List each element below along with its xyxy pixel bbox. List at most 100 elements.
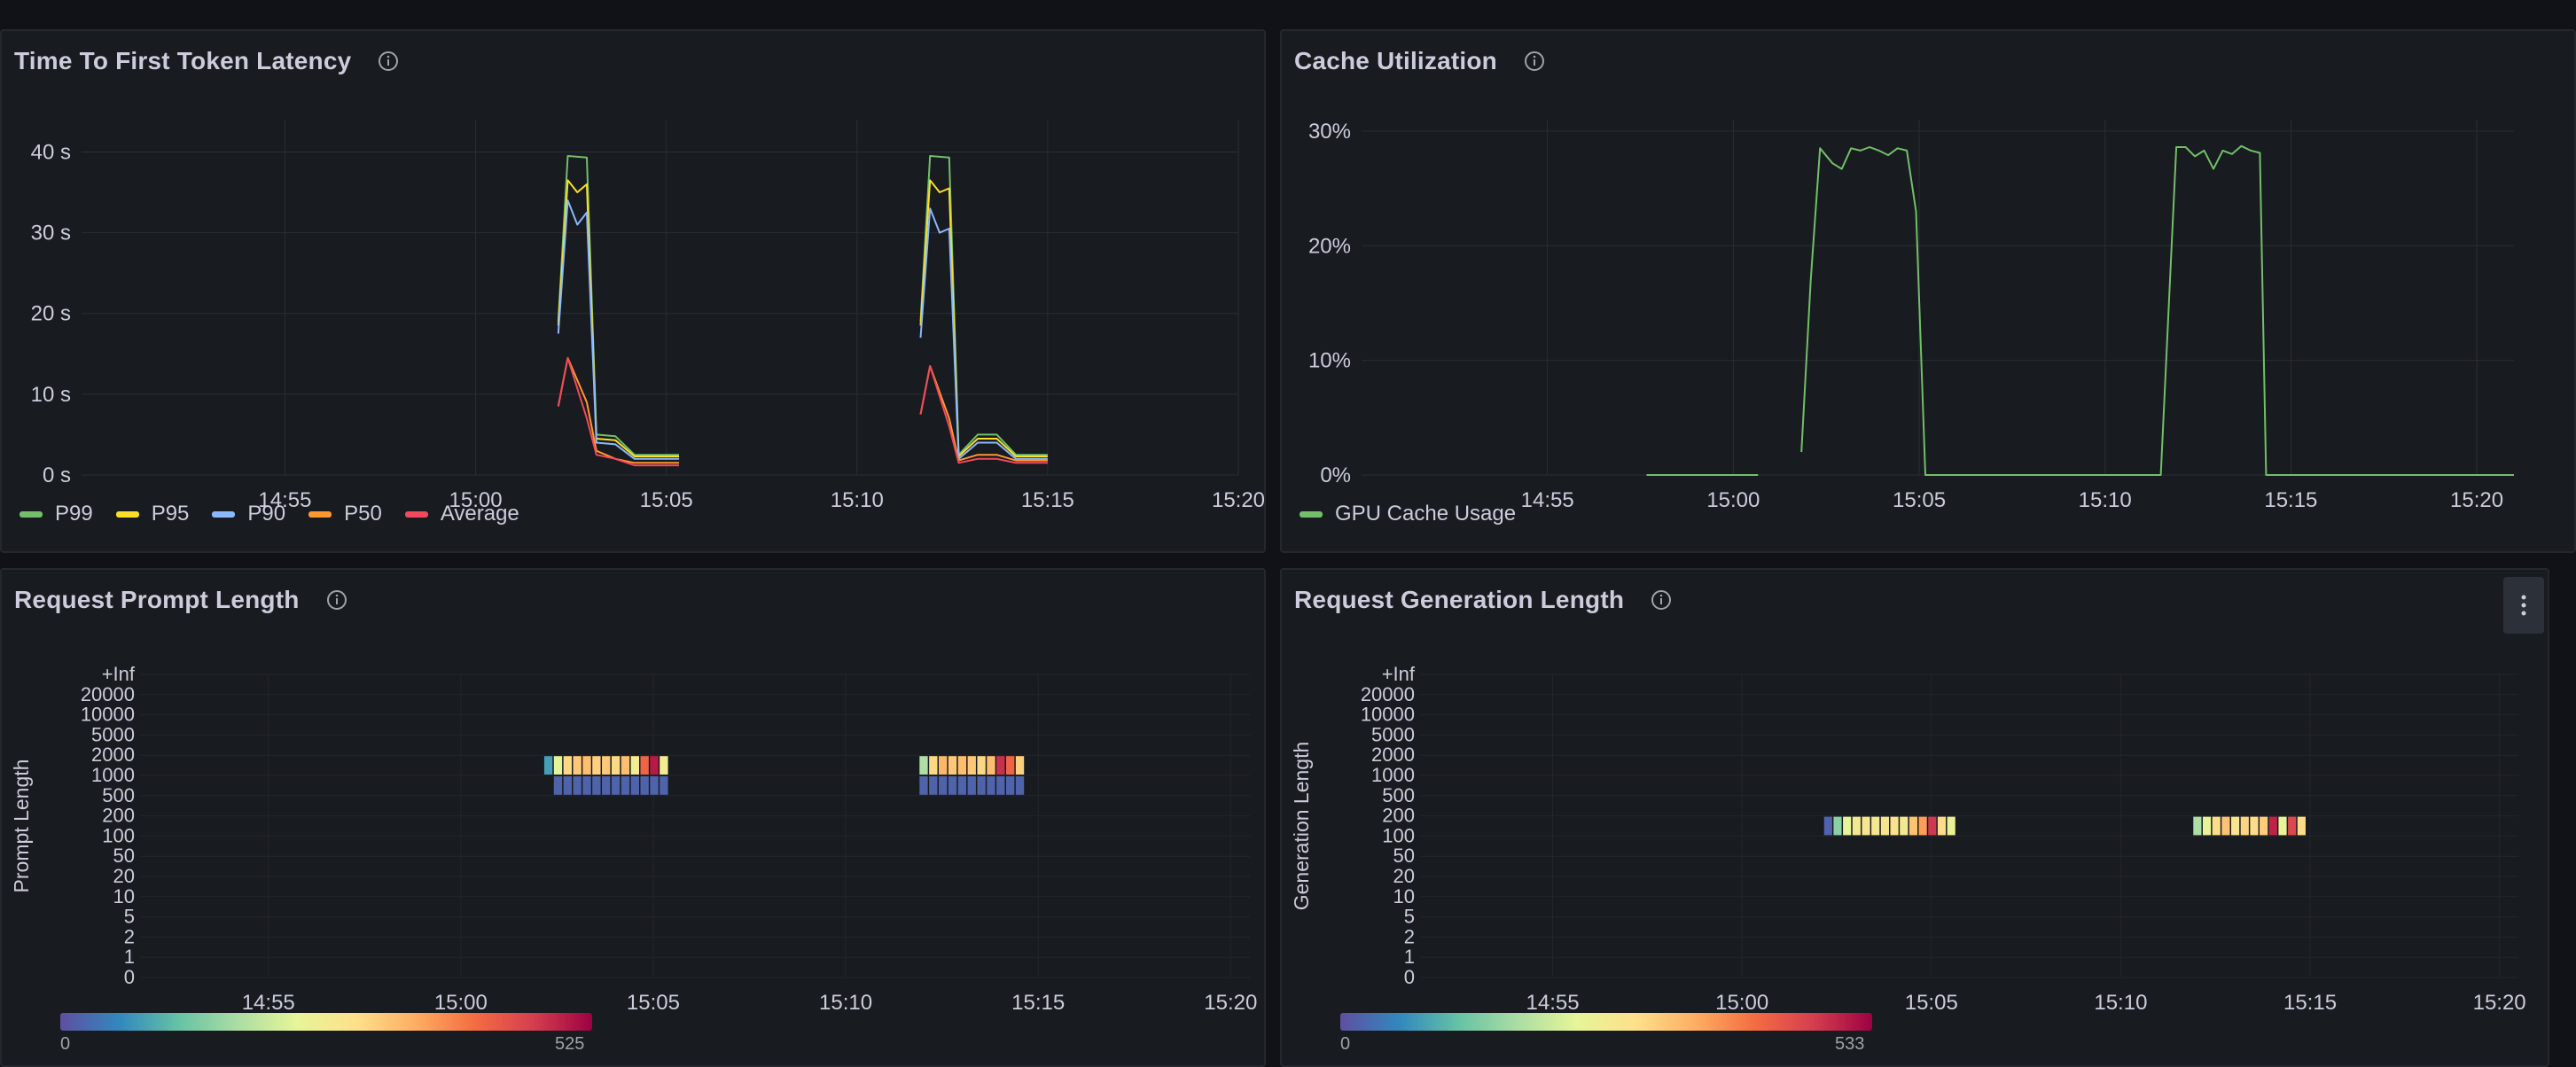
series-line [557, 199, 679, 460]
scale-min-label: 0 [1340, 1034, 1351, 1054]
y-tick-label: 30 s [31, 222, 71, 245]
heatmap-cell [2240, 816, 2249, 836]
legend-item-average[interactable]: Average [404, 502, 519, 526]
prompt-length-panel: Request Prompt Length 0 1 2 5 10 20 50 100 200 50… [0, 568, 1266, 1067]
y-bucket-label: 1 [124, 946, 135, 968]
y-tick-label: 40 s [31, 140, 71, 164]
cache-chart: 0% 10% 20% 30% 14:55 15:00 15:05 15:10 15:15 15:2… [1308, 120, 2514, 512]
heatmap-cell [2212, 816, 2221, 836]
heatmap-cell [939, 776, 948, 795]
legend-item-p50[interactable]: P50 [308, 502, 382, 526]
y-bucket-label: 0 [124, 966, 135, 988]
heatmap-cell [1880, 816, 1889, 836]
x-tick-label: 15:10 [2079, 488, 2132, 512]
legend-item-p95[interactable]: P95 [115, 502, 190, 526]
x-tick-label: 15:15 [1011, 991, 1065, 1015]
x-tick-label: 15:20 [1212, 488, 1265, 512]
info-icon[interactable] [1524, 51, 1545, 72]
y-bucket-label: 20 [113, 865, 135, 887]
y-bucket-label: 10000 [1361, 704, 1415, 726]
x-tick-label: 14:55 [1521, 488, 1574, 512]
heatmap-cell [977, 776, 986, 795]
x-tick-label: 15:15 [2264, 488, 2317, 512]
legend-item-p90[interactable]: P90 [212, 502, 285, 526]
x-tick-label: 15:00 [1706, 488, 1760, 512]
heatmap-cell [611, 756, 621, 775]
y-bucket-label: 20000 [81, 683, 135, 705]
legend-swatch [212, 510, 236, 518]
y-bucket-label: 5000 [91, 723, 135, 745]
heatmap-cell [582, 776, 591, 795]
y-bucket-label: 20 [1393, 865, 1415, 887]
heatmap-cell [1843, 816, 1852, 836]
heatmap-cell [948, 756, 957, 775]
heatmap-cell [630, 776, 639, 795]
y-bucket-label: +Inf [1382, 663, 1416, 685]
info-icon[interactable] [326, 589, 347, 611]
heatmap-cell [1937, 816, 1947, 836]
y-bucket-label: 10000 [81, 704, 135, 726]
heatmap-cell [650, 776, 659, 795]
heatmap-cell [553, 756, 563, 775]
heatmap-cell [602, 756, 611, 775]
panel-menu-button[interactable] [2503, 577, 2544, 634]
legend-swatch [1300, 510, 1323, 518]
heatmap-cell [2193, 816, 2202, 836]
heatmap-cell [996, 756, 1005, 775]
y-bucket-label: 2 [124, 925, 135, 947]
y-tick-label: 10% [1308, 349, 1351, 373]
legend-item-p99[interactable]: P99 [20, 502, 93, 526]
legend-label: GPU Cache Usage [1335, 502, 1517, 526]
x-tick-label: 15:05 [640, 488, 693, 512]
heatmap-cell [1833, 816, 1842, 836]
heatmap-cell [957, 776, 967, 795]
info-icon[interactable] [378, 51, 399, 72]
x-tick-label: 15:00 [434, 991, 488, 1015]
legend-swatch [308, 510, 332, 518]
x-tick-label: 15:05 [1905, 991, 1958, 1015]
y-tick-label: 30% [1308, 120, 1351, 144]
heatmap-cell [1852, 816, 1861, 836]
generation-heatmap: 0125102050100200500100020005000100002000… [1290, 663, 2526, 1015]
heatmap-cell [660, 776, 668, 795]
color-scale-bar [60, 1013, 592, 1031]
y-bucket-label: 2000 [1371, 744, 1415, 766]
x-tick-label: 14:55 [258, 488, 311, 512]
heatmap-cell [919, 776, 928, 795]
ttft-legend: P99 P95 P90 P50 Average [20, 502, 519, 526]
generation-panel-header: Request Generation Length [1294, 582, 1672, 618]
info-icon[interactable] [1651, 589, 1672, 611]
y-tick-label: 10 s [31, 383, 71, 407]
heatmap-cell [563, 756, 572, 775]
heatmap-cell [1823, 816, 1832, 836]
generation-length-panel: Request Generation Length 0 1 2 5 10 20 50 100 2… [1280, 568, 2549, 1067]
heatmap-cell [2221, 816, 2230, 836]
color-scale-bar [1340, 1013, 1872, 1031]
heatmap-cell [929, 776, 938, 795]
heatmap-cell [1871, 816, 1880, 836]
heatmap-cell [2202, 816, 2212, 836]
y-bucket-label: 2000 [91, 744, 135, 766]
heatmap-cell [1947, 816, 1955, 836]
heatmap-cell [621, 776, 630, 795]
scale-max-label: 533 [1835, 1034, 1865, 1054]
x-tick-label: 15:00 [1715, 991, 1768, 1015]
legend-label: P95 [151, 502, 190, 526]
heatmap-cell [967, 776, 976, 795]
legend-swatch [20, 510, 43, 518]
y-bucket-label: 100 [1382, 824, 1415, 846]
y-tick-label: 0% [1320, 463, 1351, 487]
scale-max-label: 525 [555, 1034, 585, 1054]
ttft-panel: Time To First Token Latency 0 s 10 s 20 s 3… [0, 29, 1266, 553]
heatmap-cell [2268, 816, 2277, 836]
prompt-heatmap: 0125102050100200500100020005000100002000… [10, 663, 1257, 1015]
heatmap-cell [553, 776, 563, 795]
y-bucket-label: 20000 [1361, 683, 1415, 705]
series-line [557, 155, 679, 456]
legend-label: Average [440, 502, 519, 526]
legend-item-gpu-cache-usage[interactable]: GPU Cache Usage [1300, 502, 1516, 526]
y-axis-label: Prompt Length [10, 759, 33, 893]
heatmap-cell [996, 776, 1005, 795]
ttft-chart: 0 s 10 s 20 s 30 s 40 s 14:55 15:00 15:05 15:10 1… [31, 120, 1265, 512]
heatmap-cell [967, 756, 976, 775]
